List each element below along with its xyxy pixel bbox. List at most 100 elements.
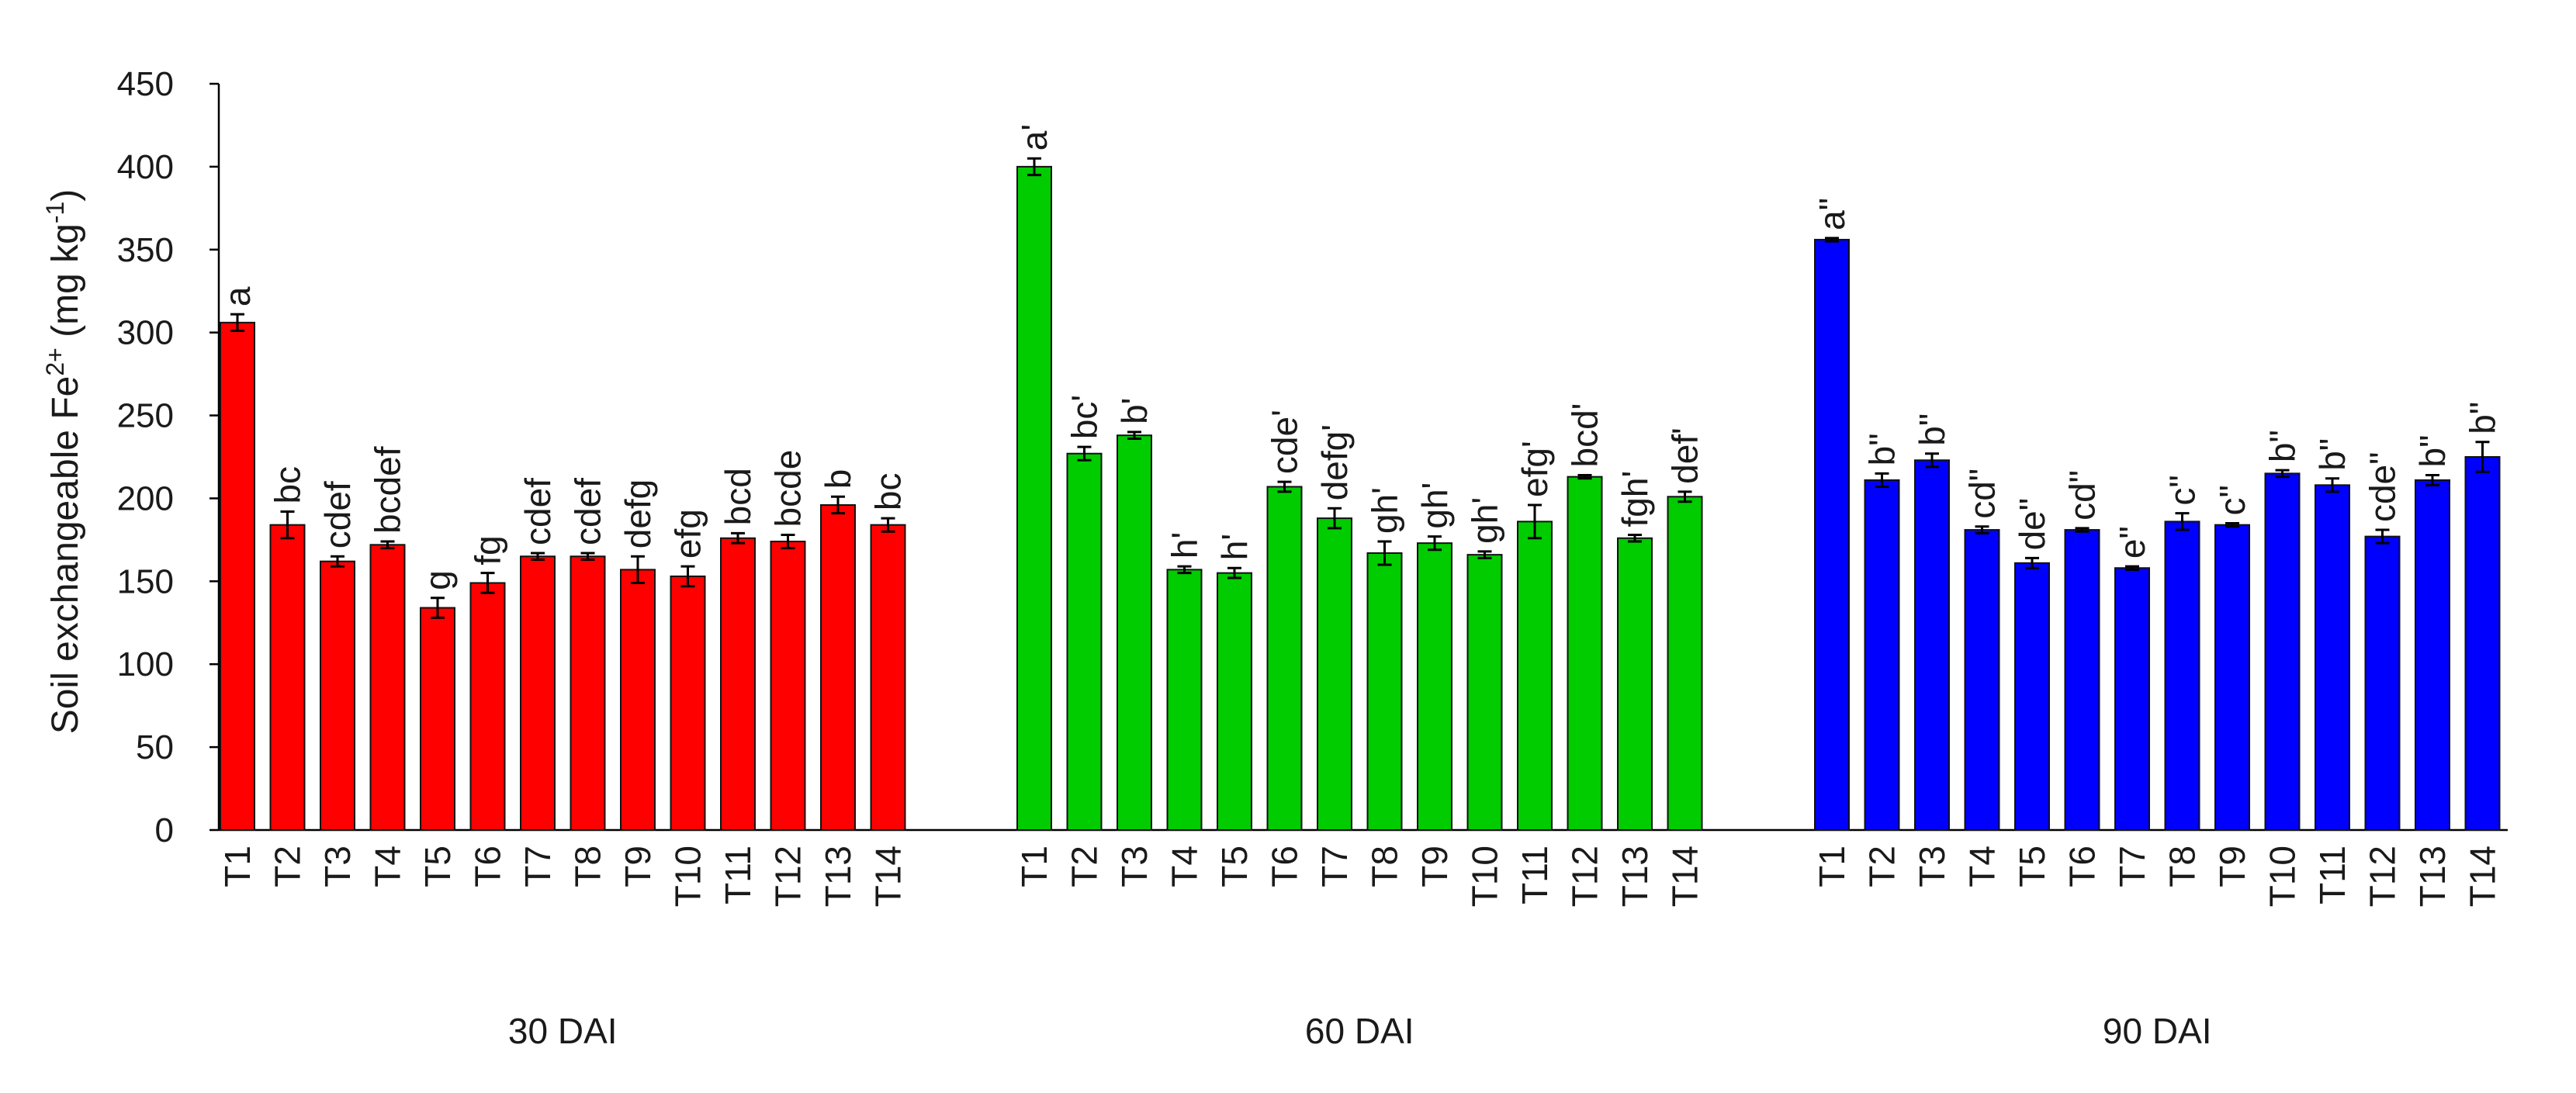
category-label: T1 (1014, 846, 1054, 887)
category-label: T5 (1214, 846, 1255, 887)
category-label: T14 (868, 846, 909, 907)
bar (2315, 484, 2350, 831)
bar (220, 321, 255, 831)
significance-label: bcdef (368, 446, 408, 534)
category-label: T12 (768, 846, 808, 907)
bar (1517, 521, 1553, 832)
category-label: T8 (2162, 846, 2203, 887)
significance-label: cde' (1265, 410, 1305, 474)
category-label: T10 (2263, 846, 2303, 907)
category-label: T9 (618, 846, 658, 887)
significance-label: b (818, 469, 858, 489)
bar (1864, 479, 1900, 831)
bar (1117, 434, 1152, 831)
category-label: T5 (2012, 846, 2052, 887)
significance-label: b" (1912, 413, 1952, 446)
y-tick-label: 250 (117, 397, 174, 435)
category-label: T1 (1812, 846, 1852, 887)
category-label: T13 (2412, 846, 2453, 907)
significance-label: fgh' (1615, 471, 1655, 527)
bar (520, 555, 556, 831)
significance-label: cdef (518, 478, 558, 545)
significance-label: b" (1862, 433, 1903, 465)
category-label: T13 (1615, 846, 1655, 907)
bar (720, 537, 756, 831)
group-label: 60 DAI (1305, 1011, 1414, 1051)
significance-label: gh' (1365, 487, 1405, 534)
y-tick-label: 300 (117, 314, 174, 352)
significance-label: cd" (2062, 470, 2103, 521)
group-label: 30 DAI (508, 1011, 618, 1051)
bar (269, 524, 306, 831)
significance-label: e" (2112, 526, 2152, 559)
significance-label: a' (1014, 124, 1054, 150)
category-label: T3 (1912, 846, 1952, 887)
category-label: T1 (217, 846, 258, 887)
category-label: T8 (568, 846, 608, 887)
significance-label: g (417, 570, 458, 590)
significance-label: h' (1165, 532, 1205, 559)
y-tick-label: 100 (117, 645, 174, 683)
significance-label: a (217, 286, 258, 306)
labels: a T1 bc T2 cdef T3 bcdef T4 g T5 fg T6 cdef T7 cdef T8 d… (217, 124, 2503, 1051)
category-label: T13 (818, 846, 858, 907)
y-tick-label: 400 (117, 148, 174, 186)
category-label: T10 (1465, 846, 1505, 907)
significance-label: cd" (1962, 469, 2003, 519)
significance-label: defg (618, 479, 658, 549)
bar (1814, 238, 1850, 831)
category-label: T8 (1365, 846, 1405, 887)
bar (1617, 537, 1653, 831)
significance-label: bc' (1065, 395, 1105, 439)
significance-label: fg (468, 535, 508, 565)
bar (2014, 562, 2050, 831)
bar (1366, 552, 1403, 831)
significance-label: b' (1114, 398, 1155, 424)
bar (1567, 476, 1603, 831)
y-tick-label: 200 (117, 479, 174, 517)
y-tick-label: 350 (117, 231, 174, 269)
y-tick-label: 150 (117, 562, 174, 600)
category-label: T4 (1165, 846, 1205, 887)
significance-label: b" (2412, 435, 2453, 468)
significance-label: bcd (718, 468, 758, 525)
significance-label: h' (1214, 534, 1255, 560)
bar (770, 541, 806, 831)
significance-label: b" (2263, 430, 2303, 462)
category-label: T11 (2312, 846, 2353, 904)
bar (1016, 165, 1052, 831)
significance-label: gh' (1414, 483, 1455, 529)
significance-label: c" (2162, 475, 2203, 505)
category-label: T6 (468, 846, 508, 887)
category-label: T6 (1265, 846, 1305, 887)
significance-label: b" (2463, 402, 2503, 434)
category-label: T5 (417, 846, 458, 887)
category-label: T6 (2062, 846, 2103, 887)
bar (2415, 479, 2450, 831)
category-label: T3 (1114, 846, 1155, 887)
significance-label: b" (2312, 438, 2353, 471)
category-label: T11 (1515, 846, 1555, 904)
category-label: T12 (1565, 846, 1605, 907)
significance-label: bc (268, 466, 308, 504)
significance-label: a" (1812, 198, 1852, 230)
significance-label: cdef (568, 478, 608, 545)
category-label: T7 (1314, 846, 1355, 887)
significance-label: de" (2012, 498, 2052, 551)
bar (1667, 496, 1703, 831)
bar (2114, 567, 2150, 832)
bar (1166, 569, 1203, 831)
significance-label: bcd' (1565, 403, 1605, 468)
group-label: 90 DAI (2103, 1011, 2212, 1051)
bar (620, 569, 656, 831)
bar (1964, 529, 2000, 831)
significance-label: c" (2212, 485, 2252, 515)
bar (2264, 472, 2301, 832)
category-label: T3 (317, 846, 358, 887)
significance-label: efg' (1515, 441, 1555, 497)
significance-label: def' (1665, 427, 1705, 484)
bar (1466, 554, 1503, 832)
significance-label: efg (668, 509, 708, 559)
bar (1417, 542, 1452, 831)
